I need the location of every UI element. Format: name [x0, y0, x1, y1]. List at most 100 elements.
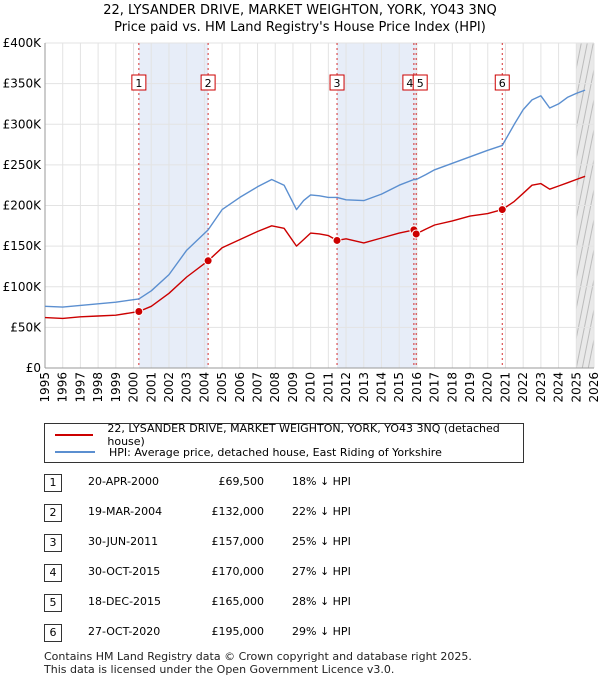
- sale-label-number: 3: [334, 77, 341, 90]
- sale-hpi-diff: 27% ↓ HPI: [292, 565, 351, 578]
- x-tick-label: 2026: [587, 372, 600, 403]
- x-tick-label: 2023: [534, 372, 548, 403]
- sale-label-box: [200, 74, 216, 91]
- x-tick-label: 2021: [498, 372, 512, 403]
- sale-price: £170,000: [211, 565, 265, 578]
- sale-label-box: [412, 74, 428, 91]
- sale-price: £157,000: [211, 535, 265, 548]
- x-tick-label: 2008: [268, 372, 282, 403]
- legend-item-property: 22, LYSANDER DRIVE, MARKET WEIGHTON, YOR…: [55, 422, 523, 448]
- sale-date: 30-JUN-2011: [88, 535, 159, 548]
- sale-number: 2: [44, 504, 62, 522]
- legend-item-hpi: HPI: Average price, detached house, East…: [55, 444, 442, 460]
- y-tick-label: £200K: [3, 199, 43, 213]
- sale-number: 6: [44, 624, 62, 642]
- forecast-hatch: [593, 366, 595, 368]
- sale-point: [411, 229, 421, 239]
- x-tick-label: 2017: [428, 372, 442, 403]
- x-tick-label: 2007: [251, 372, 265, 403]
- sale-label-number: 2: [205, 77, 212, 90]
- sale-price: £165,000: [211, 595, 265, 608]
- x-tick-label: 2010: [304, 372, 318, 403]
- x-tick-label: 2006: [233, 372, 247, 403]
- y-tick-label: £100K: [3, 280, 43, 294]
- sale-label-box: [329, 74, 345, 91]
- x-tick-label: 2024: [552, 372, 566, 403]
- sale-date: 18-DEC-2015: [88, 595, 162, 608]
- sale-label-number: 1: [135, 77, 142, 90]
- sale-row: 5 18-DEC-2015 £165,000 28% ↓ HPI: [44, 592, 564, 612]
- x-tick-label: 1997: [73, 372, 87, 403]
- x-tick-label: 1996: [56, 372, 70, 403]
- x-tick-label: 2025: [569, 372, 583, 403]
- forecast-hatch: [576, 276, 595, 368]
- y-tick-label: £50K: [10, 320, 42, 334]
- sale-label-number: 4: [406, 77, 413, 90]
- x-tick-label: 2000: [127, 372, 141, 403]
- legend-swatch-property: [55, 434, 94, 436]
- x-tick-label: 1999: [109, 372, 123, 403]
- legend-swatch-hpi: [55, 451, 95, 453]
- price-chart: £0 £50K £100K £150K £200K £250K £300K £350K £400…: [3, 36, 600, 403]
- x-tick-label: 2013: [357, 372, 371, 403]
- sale-date: 27-OCT-2020: [88, 625, 161, 638]
- sale-row: 3 30-JUN-2011 £157,000 25% ↓ HPI: [44, 532, 564, 552]
- x-tick-label: 2005: [215, 372, 229, 403]
- x-tick-label: 2018: [445, 372, 459, 403]
- footer-copyright: Contains HM Land Registry data © Crown c…: [44, 650, 472, 663]
- legend-label-property: 22, LYSANDER DRIVE, MARKET WEIGHTON, YOR…: [107, 422, 500, 448]
- footer: Contains HM Land Registry data © Crown c…: [44, 650, 472, 676]
- sale-hpi-diff: 18% ↓ HPI: [292, 475, 351, 488]
- sale-point: [497, 205, 507, 215]
- sale-label-box: [494, 74, 510, 91]
- sale-number: 4: [44, 564, 62, 582]
- y-tick-label: £250K: [3, 158, 43, 172]
- forecast-hatch: [581, 306, 595, 368]
- forecast-hatch: [576, 43, 594, 131]
- sale-point: [134, 307, 144, 317]
- title-line-2: Price paid vs. HM Land Registry's House …: [114, 20, 486, 35]
- footer-licence: This data is licensed under the Open Gov…: [44, 663, 395, 676]
- x-tick-label: 2002: [162, 372, 176, 403]
- sale-row: 2 19-MAR-2004 £132,000 22% ↓ HPI: [44, 502, 564, 522]
- y-tick-label: £300K: [3, 117, 43, 131]
- series-line-property: [44, 175, 586, 320]
- x-tick-label: 2012: [339, 372, 353, 403]
- sale-price: £69,500: [218, 475, 265, 488]
- x-tick-label: 2015: [392, 372, 406, 403]
- legend-label-hpi: HPI: Average price, detached house, East…: [109, 445, 442, 459]
- x-tick-label: 2019: [463, 372, 477, 403]
- sale-date: 19-MAR-2004: [88, 505, 163, 518]
- y-tick-label: £400K: [3, 36, 43, 50]
- x-tick-label: 2003: [180, 372, 194, 403]
- x-tick-label: 2004: [197, 372, 211, 403]
- x-tick-label: 2011: [321, 372, 335, 403]
- series-line-hpi: [44, 89, 586, 308]
- x-tick-label: 2022: [516, 372, 530, 403]
- sale-hpi-diff: 25% ↓ HPI: [292, 535, 351, 548]
- title-line-1: 22, LYSANDER DRIVE, MARKET WEIGHTON, YOR…: [103, 3, 497, 18]
- sale-row: 1 20-APR-2000 £69,500 18% ↓ HPI: [44, 472, 564, 492]
- y-tick-label: £150K: [3, 239, 43, 253]
- x-tick-label: 2001: [144, 372, 158, 403]
- legend: 22, LYSANDER DRIVE, MARKET WEIGHTON, YOR…: [44, 422, 524, 463]
- x-tick-label: 2020: [481, 372, 495, 403]
- sale-hpi-diff: 28% ↓ HPI: [292, 595, 351, 608]
- sale-number: 5: [44, 594, 62, 612]
- chart-title: 22, LYSANDER DRIVE, MARKET WEIGHTON, YOR…: [0, 2, 600, 36]
- sale-hpi-diff: 29% ↓ HPI: [292, 625, 351, 638]
- sale-number: 3: [44, 534, 62, 552]
- x-tick-label: 1995: [38, 372, 52, 403]
- sale-label-box: [131, 74, 147, 91]
- sale-point: [332, 235, 342, 245]
- x-tick-label: 2009: [286, 372, 300, 403]
- sale-point: [203, 256, 213, 266]
- sale-row: 4 30-OCT-2015 £170,000 27% ↓ HPI: [44, 562, 564, 582]
- sale-price: £132,000: [211, 505, 265, 518]
- x-tick-label: 1998: [91, 372, 105, 403]
- forecast-hatch: [576, 66, 595, 161]
- x-tick-label: 2014: [374, 372, 388, 403]
- x-tick-label: 2016: [410, 372, 424, 403]
- sale-label-number: 5: [417, 77, 424, 90]
- sale-number: 1: [44, 474, 62, 492]
